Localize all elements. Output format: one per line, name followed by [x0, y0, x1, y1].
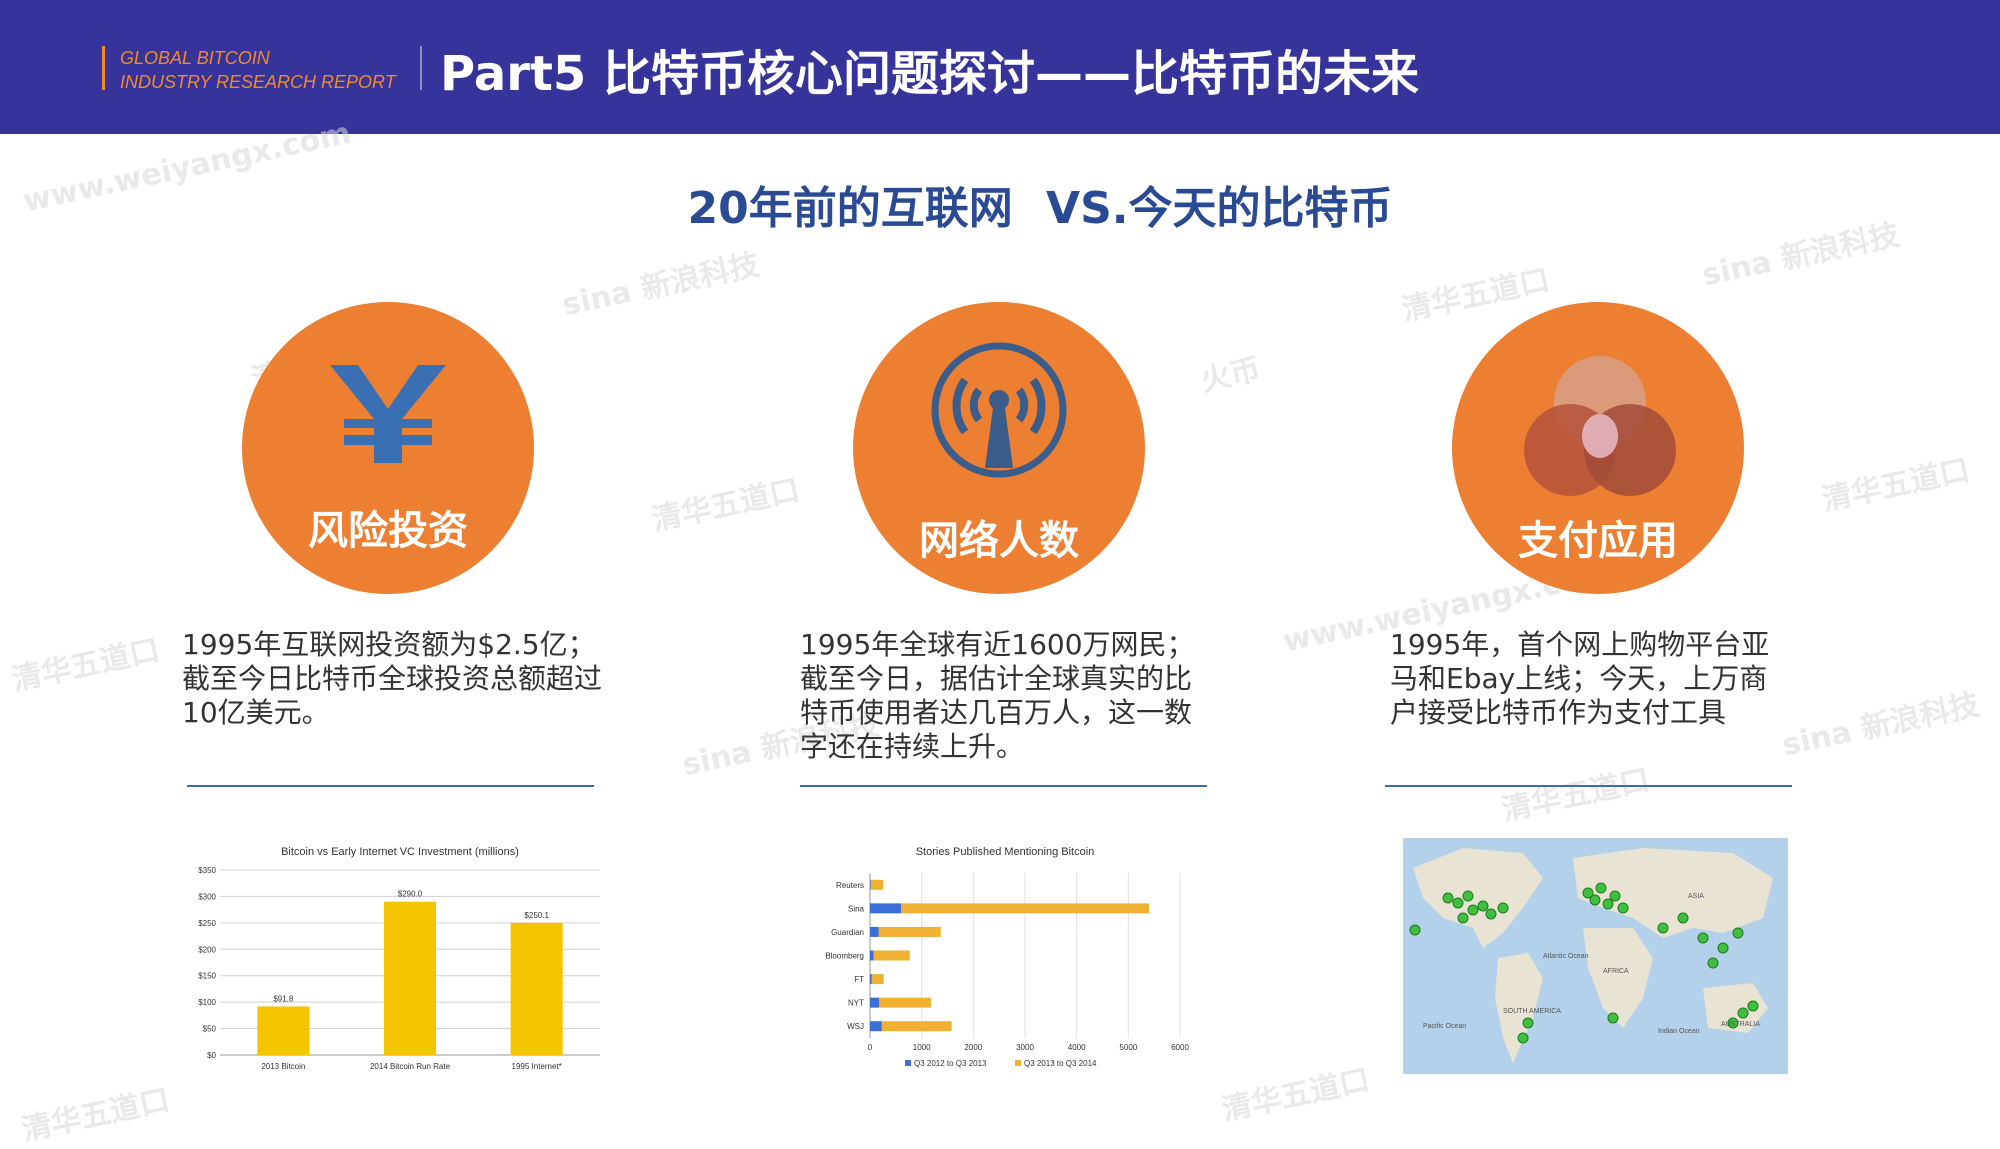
map-label: AFRICA — [1603, 968, 1629, 975]
watermark: sina 新浪科技 — [559, 247, 763, 324]
bar — [873, 950, 910, 961]
legend-swatch — [1015, 1060, 1021, 1066]
map-label: Pacific Ocean — [1423, 1023, 1466, 1030]
data-label: $290.0 — [398, 890, 423, 899]
bar — [384, 901, 436, 1055]
x-tick-label: 5000 — [1119, 1043, 1137, 1052]
watermark: sina 新浪科技 — [1779, 687, 1983, 764]
description-users: 1995年全球有近1600万网民；截至今日，据估计全球真实的比特币使用者达几百万… — [800, 628, 1195, 763]
bar — [870, 926, 879, 937]
vc-investment-chart: Bitcoin vs Early Internet VC Investment … — [180, 840, 620, 1080]
circle-label-venture: 风险投资 — [308, 508, 468, 554]
y-tick-label: Sina — [848, 904, 865, 913]
watermark: 清华五道口 — [1498, 762, 1653, 829]
y-tick-label: $0 — [207, 1051, 216, 1060]
legend-label: Q3 2013 to Q3 2014 — [1024, 1059, 1097, 1068]
bar — [870, 1021, 882, 1032]
x-tick-label: 4000 — [1068, 1043, 1086, 1052]
y-tick-label: Bloomberg — [825, 952, 864, 961]
divider-venture — [187, 785, 594, 787]
bar — [870, 997, 880, 1008]
venture-capital-circle: 风险投资 — [242, 302, 534, 594]
bar — [870, 903, 901, 914]
merchant-world-map: ASIA AFRICA Atlantic Ocean Pacific Ocean… — [1403, 838, 1788, 1074]
heading-right: VS.今天的比特币 — [1046, 183, 1393, 234]
bar — [510, 922, 563, 1055]
bar — [257, 1006, 310, 1055]
circle-label-payment: 支付应用 — [1518, 518, 1678, 564]
x-tick-label: 3000 — [1016, 1043, 1034, 1052]
bar — [870, 950, 874, 961]
brand-line-2: INDUSTRY RESEARCH REPORT — [120, 72, 396, 92]
world-map-graphic: ASIA AFRICA Atlantic Ocean Pacific Ocean… — [1403, 838, 1788, 1074]
y-tick-label: NYT — [848, 999, 864, 1008]
legend-swatch — [905, 1060, 911, 1066]
bar — [870, 974, 872, 985]
page-title: Part5 比特币核心问题探讨——比特币的未来 — [440, 46, 1420, 102]
chart-title: Stories Published Mentioning Bitcoin — [916, 846, 1095, 858]
y-tick-label: WSJ — [847, 1022, 864, 1031]
venn-diagram-icon — [1524, 356, 1676, 496]
y-tick-label: $100 — [198, 998, 216, 1007]
y-tick-label: $350 — [198, 866, 216, 875]
bar — [879, 997, 931, 1008]
merchant-pins — [1409, 882, 1759, 1044]
watermark: 清华五道口 — [8, 632, 163, 699]
watermark: 清华五道口 — [1818, 452, 1973, 519]
map-label: ASIA — [1688, 893, 1704, 900]
legend-label: Q3 2012 to Q3 2013 — [914, 1059, 987, 1068]
brand-accent-bar — [102, 46, 105, 90]
map-label: Indian Ocean — [1658, 1028, 1700, 1035]
y-tick-label: FT — [854, 975, 864, 984]
x-tick-label: 2013 Bitcoin — [261, 1062, 305, 1071]
data-label: $91.8 — [273, 994, 294, 1003]
map-label: Atlantic Ocean — [1543, 953, 1589, 960]
chart-title: Bitcoin vs Early Internet VC Investment … — [281, 846, 519, 858]
internet-users-circle: 网络人数 — [853, 302, 1145, 594]
bar — [870, 879, 871, 890]
header-separator — [420, 46, 422, 90]
report-brand: GLOBAL BITCOIN INDUSTRY RESEARCH REPORT — [120, 46, 396, 94]
y-tick-label: $200 — [198, 945, 216, 954]
y-tick-label: Reuters — [836, 881, 864, 890]
bar — [881, 1021, 952, 1032]
x-tick-label: 6000 — [1171, 1043, 1189, 1052]
bar — [871, 974, 884, 985]
divider-users — [800, 785, 1207, 787]
x-tick-label: 2000 — [964, 1043, 982, 1052]
divider-payment — [1385, 785, 1792, 787]
circle-label-users: 网络人数 — [919, 518, 1079, 564]
data-label: $250.1 — [524, 911, 549, 920]
map-label: SOUTH AMERICA — [1503, 1008, 1561, 1015]
watermark: 清华五道口 — [1218, 1062, 1373, 1129]
y-tick-label: $50 — [203, 1025, 217, 1034]
description-payment: 1995年，首个网上购物平台亚马和Ebay上线；今天，上万商户接受比特币作为支付… — [1390, 628, 1770, 729]
description-venture: 1995年互联网投资额为$2.5亿；截至今日比特币全球投资总额超过10亿美元。 — [182, 628, 603, 729]
header-bar: GLOBAL BITCOIN INDUSTRY RESEARCH REPORT … — [0, 0, 2000, 134]
x-tick-label: 1000 — [913, 1043, 931, 1052]
x-tick-label: 1995 Internet* — [512, 1062, 562, 1071]
watermark: 清华五道口 — [18, 1082, 173, 1149]
y-tick-label: $150 — [198, 972, 216, 981]
watermark: 清华五道口 — [648, 472, 803, 539]
y-tick-label: $300 — [198, 892, 216, 901]
payment-circle: 支付应用 — [1452, 302, 1744, 594]
y-tick-label: Guardian — [831, 928, 864, 937]
brand-line-1: GLOBAL BITCOIN — [120, 48, 270, 68]
heading-left: 20年前的互联网 — [687, 183, 1013, 234]
comparison-heading: 20年前的互联网 VS.今天的比特币 — [0, 172, 2000, 236]
stories-chart: Stories Published Mentioning Bitcoin 0 10… — [820, 840, 1210, 1075]
watermark: 火币 — [1197, 352, 1264, 399]
map-label: AUSTRALIA — [1721, 1021, 1760, 1028]
x-tick-label: 2014 Bitcoin Run Rate — [370, 1062, 451, 1071]
broadcast-tower-icon — [931, 342, 1067, 478]
yuan-icon — [330, 365, 446, 463]
x-tick-label: 0 — [868, 1043, 873, 1052]
bar — [878, 926, 941, 937]
y-tick-label: $250 — [198, 919, 216, 928]
bar — [901, 903, 1149, 914]
bar — [870, 879, 884, 890]
